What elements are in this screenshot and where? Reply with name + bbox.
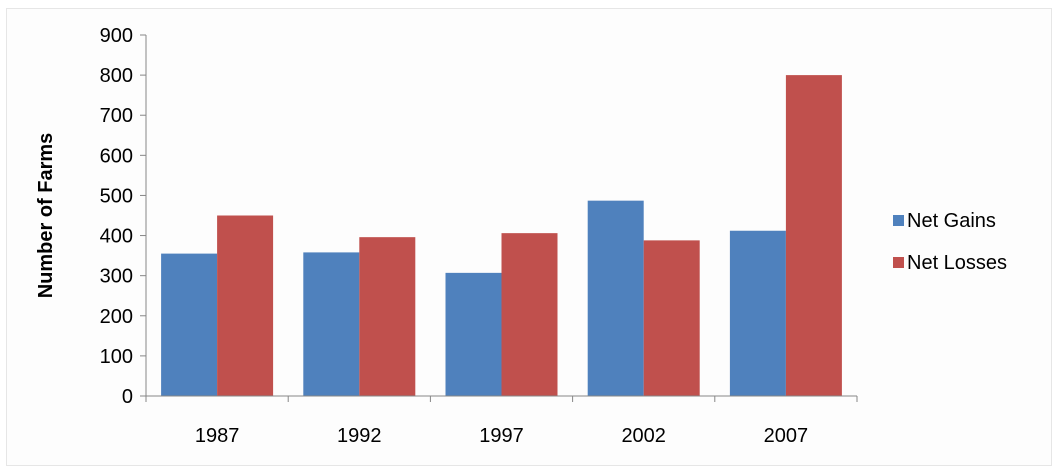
bar-net-losses-2007: [785, 75, 842, 396]
bar-net-gains-1992: [303, 252, 360, 396]
legend: Net Gains Net Losses: [893, 210, 1007, 274]
legend-label: Net Losses: [907, 252, 1007, 274]
bar-net-losses-2002: [643, 240, 700, 396]
bar-net-gains-1997: [445, 272, 502, 396]
y-axis: 0 100 200 300 400 500 600 700 800 900: [100, 25, 147, 408]
y-tick-label: 500: [100, 185, 133, 207]
y-tick-label: 300: [100, 266, 133, 288]
y-tick-label: 0: [122, 386, 133, 408]
legend-swatch-net-gains: [893, 215, 904, 226]
x-tick-label: 1987: [195, 425, 240, 447]
y-tick-label: 400: [100, 226, 133, 248]
y-tick-label: 700: [100, 105, 133, 127]
bars: [161, 75, 842, 396]
x-tick-label: 1992: [337, 425, 382, 447]
x-tick-label: 2002: [621, 425, 666, 447]
legend-swatch-net-losses: [893, 257, 904, 268]
bar-net-gains-2007: [729, 230, 786, 396]
bar-net-losses-1997: [501, 233, 558, 396]
bar-net-losses-1992: [359, 237, 416, 396]
y-tick-label: 200: [100, 306, 133, 328]
y-axis-title: Number of Farms: [35, 133, 57, 299]
y-tick-label: 600: [100, 145, 133, 167]
bar-net-gains-1987: [161, 253, 218, 396]
x-tick-label: 2007: [764, 425, 809, 447]
bar-net-losses-1987: [217, 215, 274, 396]
x-axis: 1987 1992 1997 2002 2007: [145, 395, 858, 447]
legend-label: Net Gains: [907, 210, 996, 232]
bar-net-gains-2002: [587, 200, 644, 396]
x-tick-label: 1997: [479, 425, 524, 447]
y-tick-label: 800: [100, 65, 133, 87]
y-tick-label: 100: [100, 346, 133, 368]
y-tick-label: 900: [100, 25, 133, 47]
